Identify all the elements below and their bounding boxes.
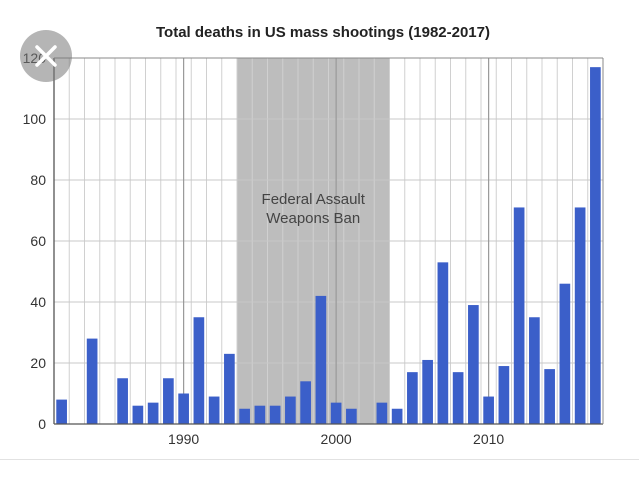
y-tick-label: 100	[23, 111, 47, 127]
bar	[483, 396, 494, 424]
bar	[147, 402, 159, 424]
bar	[574, 207, 586, 424]
x-tick-label: 1990	[168, 431, 199, 447]
bar	[498, 366, 510, 424]
bar	[437, 262, 449, 424]
y-tick-label: 60	[30, 233, 46, 249]
y-tick-label: 0	[38, 416, 46, 432]
x-tick-label: 2000	[321, 431, 352, 447]
bar	[468, 305, 479, 424]
y-tick-label: 40	[30, 294, 46, 310]
bar	[300, 381, 311, 424]
bar	[56, 399, 67, 424]
chart-title: Total deaths in US mass shootings (1982-…	[156, 24, 490, 41]
shaded-region-label: Federal Assault	[262, 191, 366, 208]
bar	[208, 396, 220, 424]
bar	[330, 402, 342, 424]
bar	[193, 317, 205, 424]
bar	[590, 67, 601, 425]
bar	[163, 378, 174, 424]
bottom-divider	[0, 459, 639, 460]
bar	[422, 359, 433, 424]
bar	[559, 283, 571, 424]
bar	[117, 378, 128, 424]
bar	[529, 317, 540, 424]
y-tick-label: 80	[30, 172, 46, 188]
bar	[86, 338, 98, 424]
bar	[269, 405, 281, 424]
bar	[544, 369, 555, 424]
x-tick-label: 2010	[473, 431, 504, 447]
bar	[239, 408, 250, 424]
bar	[254, 405, 266, 424]
bar	[224, 353, 235, 424]
bar	[407, 372, 418, 424]
bar	[132, 405, 144, 424]
bar	[391, 408, 403, 424]
shaded-region-label: Weapons Ban	[266, 210, 360, 227]
bar	[285, 396, 296, 424]
bar	[513, 207, 525, 424]
y-tick-label: 20	[30, 355, 46, 371]
bar	[376, 402, 388, 424]
close-button[interactable]	[20, 30, 72, 82]
bar	[452, 372, 464, 424]
bar	[346, 408, 357, 424]
close-icon	[35, 45, 57, 67]
bar	[315, 295, 327, 424]
bar	[178, 393, 189, 424]
